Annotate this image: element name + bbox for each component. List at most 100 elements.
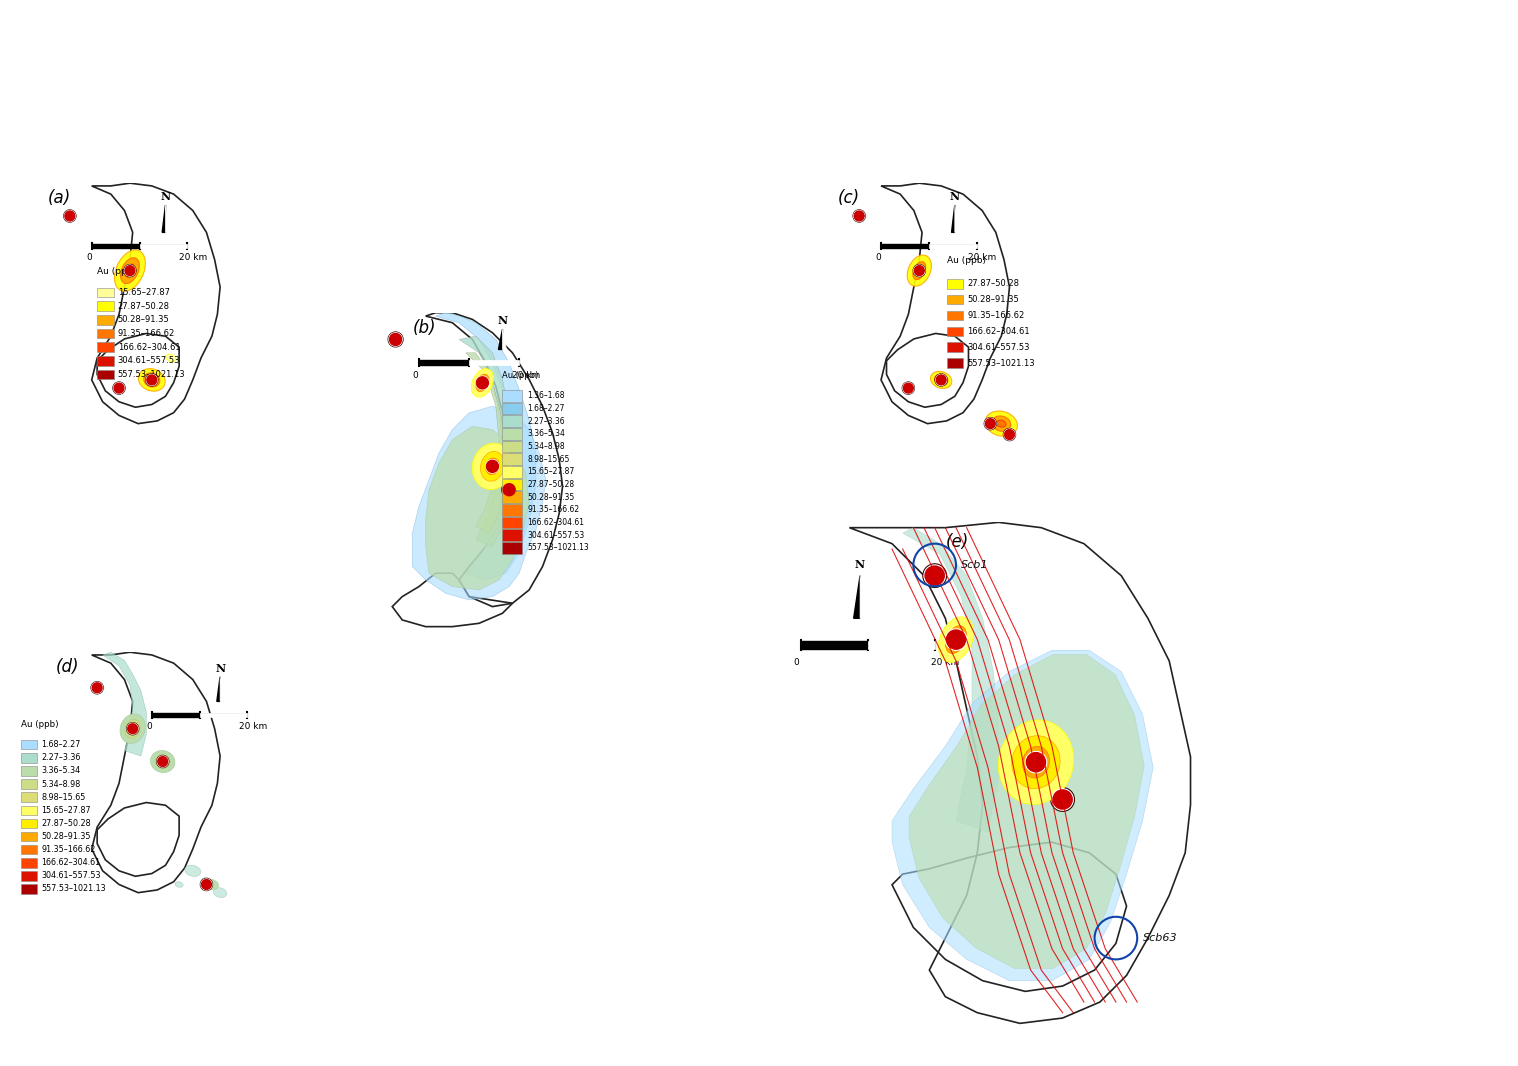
Text: (c): (c) — [838, 189, 859, 207]
Text: 27.87–50.28: 27.87–50.28 — [528, 480, 575, 489]
Text: 3.36–5.34: 3.36–5.34 — [41, 766, 80, 775]
Polygon shape — [955, 205, 958, 232]
FancyBboxPatch shape — [502, 479, 522, 490]
Ellipse shape — [132, 727, 134, 730]
Text: Au (ppb): Au (ppb) — [502, 371, 539, 379]
FancyBboxPatch shape — [21, 871, 36, 881]
Ellipse shape — [120, 258, 140, 284]
Ellipse shape — [150, 750, 175, 773]
Ellipse shape — [129, 724, 137, 734]
Ellipse shape — [1023, 746, 1049, 778]
Text: 50.28–91.35: 50.28–91.35 — [528, 492, 575, 502]
Polygon shape — [853, 576, 861, 618]
Circle shape — [124, 265, 135, 275]
Text: 5.34–8.98: 5.34–8.98 — [41, 779, 80, 789]
FancyBboxPatch shape — [947, 358, 962, 368]
Text: 0: 0 — [794, 658, 798, 667]
Text: 20 km: 20 km — [512, 371, 540, 381]
Text: 50.28–91.35: 50.28–91.35 — [967, 295, 1019, 304]
Text: 557.53–1021.13: 557.53–1021.13 — [528, 544, 589, 552]
Polygon shape — [466, 353, 505, 533]
Text: (b): (b) — [413, 320, 436, 338]
FancyBboxPatch shape — [21, 753, 36, 762]
Text: 20 km: 20 km — [968, 253, 996, 262]
Ellipse shape — [931, 371, 952, 388]
Circle shape — [158, 756, 168, 766]
Circle shape — [91, 682, 103, 693]
Ellipse shape — [999, 720, 1073, 805]
Bar — [929, 244, 976, 248]
Ellipse shape — [472, 369, 493, 398]
Circle shape — [1050, 788, 1075, 811]
FancyBboxPatch shape — [97, 302, 114, 311]
Ellipse shape — [946, 626, 967, 653]
FancyBboxPatch shape — [502, 543, 522, 554]
Circle shape — [1053, 790, 1072, 809]
Ellipse shape — [1032, 758, 1040, 766]
Ellipse shape — [918, 269, 921, 273]
Circle shape — [390, 334, 402, 345]
FancyBboxPatch shape — [21, 831, 36, 841]
Circle shape — [855, 211, 864, 221]
Ellipse shape — [147, 376, 156, 384]
Circle shape — [502, 483, 516, 497]
Circle shape — [984, 418, 996, 430]
Circle shape — [853, 210, 865, 222]
Circle shape — [389, 333, 402, 346]
FancyBboxPatch shape — [502, 504, 522, 516]
Circle shape — [903, 383, 914, 393]
FancyBboxPatch shape — [21, 766, 36, 776]
Ellipse shape — [480, 378, 486, 387]
Bar — [880, 244, 929, 248]
FancyBboxPatch shape — [21, 740, 36, 749]
Circle shape — [475, 376, 489, 389]
Text: (a): (a) — [49, 189, 71, 207]
Text: Au (ppb): Au (ppb) — [97, 268, 137, 276]
FancyBboxPatch shape — [21, 792, 36, 802]
Circle shape — [128, 723, 138, 734]
Polygon shape — [162, 205, 165, 232]
Polygon shape — [903, 528, 999, 831]
Ellipse shape — [997, 420, 1006, 427]
Ellipse shape — [489, 463, 496, 470]
FancyBboxPatch shape — [502, 453, 522, 465]
Circle shape — [64, 210, 76, 222]
Bar — [140, 244, 187, 248]
Text: Scb1: Scb1 — [961, 560, 988, 570]
Circle shape — [126, 723, 138, 734]
FancyBboxPatch shape — [97, 342, 114, 352]
Ellipse shape — [938, 617, 973, 662]
Polygon shape — [425, 426, 530, 589]
Text: 304.61–557.53: 304.61–557.53 — [967, 343, 1029, 352]
Circle shape — [389, 333, 402, 346]
Polygon shape — [217, 677, 220, 701]
Ellipse shape — [159, 758, 167, 765]
Circle shape — [91, 682, 103, 694]
Polygon shape — [413, 406, 546, 600]
FancyBboxPatch shape — [947, 342, 962, 352]
Ellipse shape — [161, 760, 165, 763]
Text: 1.68–2.27: 1.68–2.27 — [528, 404, 565, 413]
FancyBboxPatch shape — [502, 466, 522, 478]
Ellipse shape — [912, 261, 926, 279]
Ellipse shape — [492, 466, 493, 467]
Text: 15.65–27.87: 15.65–27.87 — [41, 806, 91, 814]
FancyBboxPatch shape — [947, 311, 962, 321]
Circle shape — [1025, 750, 1047, 774]
Ellipse shape — [935, 374, 947, 386]
Ellipse shape — [185, 866, 200, 876]
FancyBboxPatch shape — [21, 779, 36, 789]
Circle shape — [124, 265, 135, 276]
FancyBboxPatch shape — [502, 403, 522, 415]
FancyBboxPatch shape — [502, 530, 522, 542]
Circle shape — [486, 459, 499, 473]
Circle shape — [903, 383, 914, 393]
Ellipse shape — [124, 720, 141, 738]
Text: N: N — [498, 316, 507, 326]
Text: 1.36–1.68: 1.36–1.68 — [528, 391, 565, 400]
Circle shape — [985, 418, 996, 430]
Circle shape — [200, 878, 213, 890]
Text: 557.53–1021.13: 557.53–1021.13 — [118, 370, 185, 379]
Polygon shape — [893, 650, 1154, 981]
Text: Au (ppb): Au (ppb) — [947, 256, 985, 265]
